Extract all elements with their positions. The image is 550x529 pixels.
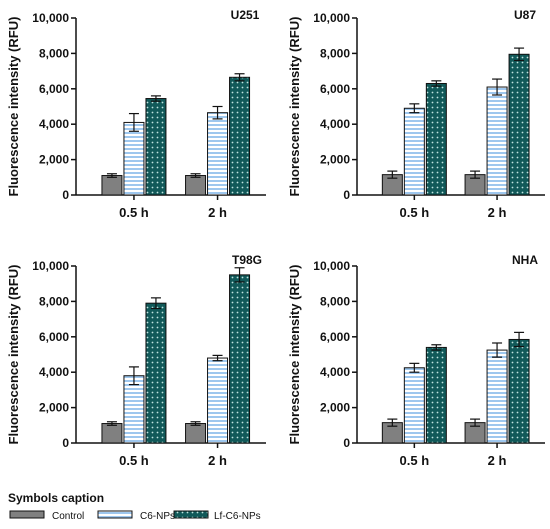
bar-control-2-h (185, 175, 207, 196)
y-tick-label: 4,000 (320, 365, 350, 379)
x-tick-label: 2 h (208, 205, 227, 220)
y-axis-title: Fluorescence intensity (RFU) (287, 17, 302, 197)
y-tick-label: 0 (343, 188, 350, 202)
bar-c6-nps-2-h (486, 349, 508, 444)
y-tick-label: 4,000 (39, 117, 69, 131)
y-tick-label: 10,000 (32, 259, 69, 273)
bar-c6-nps-2-h (486, 86, 508, 196)
y-axis-title: Fluorescence intensity (RFU) (287, 265, 302, 445)
x-tick-label: 2 h (208, 453, 227, 468)
y-tick-label: 2,000 (39, 153, 69, 167)
bar-lf-c6-nps-2-h (508, 338, 530, 444)
legend-label-control: Control (52, 511, 84, 522)
y-tick-label: 0 (62, 188, 69, 202)
bar-lf-c6-nps-0-5-h (425, 346, 447, 444)
y-tick-label: 10,000 (313, 259, 350, 273)
y-axis-title: Fluorescence intensity (RFU) (6, 265, 21, 445)
legend-label-lf-c6-nps: Lf-C6-NPs (214, 511, 261, 522)
x-tick-label: 0.5 h (400, 453, 430, 468)
y-tick-label: 10,000 (32, 11, 69, 25)
x-tick-label: 2 h (488, 453, 507, 468)
legend-swatch-c6-nps (97, 510, 133, 519)
y-tick-label: 0 (62, 436, 69, 450)
legend-label-c6-nps: C6-NPs (140, 511, 175, 522)
bar-lf-c6-nps-0-5-h (145, 302, 167, 444)
y-tick-label: 8,000 (39, 46, 69, 60)
y-tick-label: 2,000 (320, 401, 350, 415)
bar-c6-nps-2-h (207, 112, 229, 196)
y-tick-label: 10,000 (313, 11, 350, 25)
x-tick-label: 0.5 h (400, 205, 430, 220)
bar-control-0-5-h (101, 423, 123, 444)
y-tick-label: 8,000 (39, 294, 69, 308)
legend-swatch-control (9, 510, 45, 519)
panel-title: U87 (514, 8, 536, 22)
legend-title: Symbols caption (8, 491, 104, 505)
bar-lf-c6-nps-2-h (229, 76, 251, 196)
x-tick-label: 0.5 h (119, 205, 149, 220)
y-tick-label: 6,000 (320, 330, 350, 344)
y-tick-label: 2,000 (320, 153, 350, 167)
bar-lf-c6-nps-2-h (508, 53, 530, 196)
legend-swatch-lf-c6-nps (173, 510, 209, 519)
bar-lf-c6-nps-0-5-h (145, 98, 167, 196)
y-tick-label: 6,000 (320, 82, 350, 96)
bar-control-2-h (185, 423, 207, 444)
bar-c6-nps-0-5-h (123, 375, 145, 444)
bar-lf-c6-nps-0-5-h (425, 82, 447, 196)
panel-title: U251 (231, 8, 260, 22)
y-tick-label: 4,000 (39, 365, 69, 379)
y-tick-label: 4,000 (320, 117, 350, 131)
bar-c6-nps-0-5-h (123, 121, 145, 196)
panel-title: T98G (232, 253, 262, 267)
bar-control-0-5-h (101, 175, 123, 196)
y-tick-label: 8,000 (320, 294, 350, 308)
chart-panel-t98g: 0 2,000 4,000 6,000 8,000 10,000 Fluorescence … (6, 253, 266, 468)
y-tick-label: 0 (343, 436, 350, 450)
bar-c6-nps-0-5-h (403, 367, 425, 444)
x-tick-label: 0.5 h (119, 453, 149, 468)
y-tick-label: 6,000 (39, 330, 69, 344)
panel-title: NHA (512, 253, 538, 267)
y-tick-label: 6,000 (39, 82, 69, 96)
y-tick-label: 2,000 (39, 401, 69, 415)
chart-panels: 0 2,000 4,000 6,000 8,000 10,000 Fluorescence … (6, 8, 545, 468)
legend: Symbols caption Control C6-NPs Lf-C6-NPs (8, 491, 261, 522)
chart-panel-u87: 0 2,000 4,000 6,000 8,000 10,000 Fluorescence … (287, 8, 545, 220)
chart-panel-u251: 0 2,000 4,000 6,000 8,000 10,000 Fluorescence … (6, 8, 266, 220)
bar-c6-nps-0-5-h (403, 107, 425, 196)
chart-panel-nha: 0 2,000 4,000 6,000 8,000 10,000 Fluorescence … (287, 253, 545, 468)
bar-lf-c6-nps-2-h (229, 274, 251, 444)
y-tick-label: 8,000 (320, 46, 350, 60)
x-tick-label: 2 h (488, 205, 507, 220)
bar-c6-nps-2-h (207, 357, 229, 444)
y-axis-title: Fluorescence intensity (RFU) (6, 17, 21, 197)
